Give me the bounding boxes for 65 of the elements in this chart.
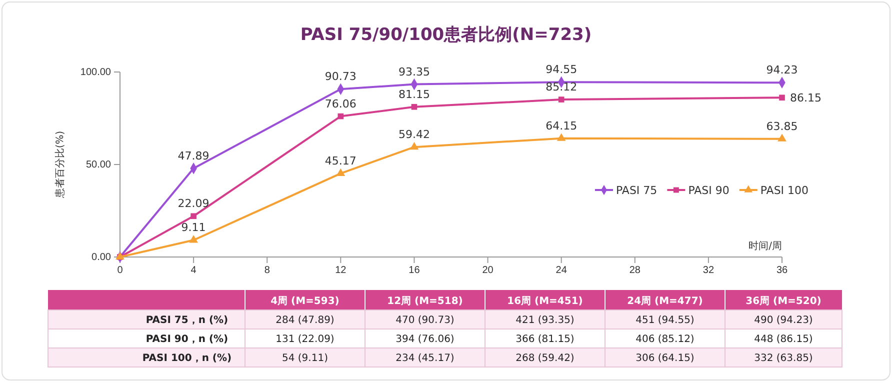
text: 234 (45.17) (396, 353, 454, 364)
data-label: 94.55 (546, 63, 578, 76)
text: 421 (93.35) (516, 315, 574, 326)
point (779, 94, 785, 101)
text: 470 (90.73) (396, 315, 454, 326)
y-tick-label: 100.00 (80, 67, 112, 78)
text: 490 (94.23) (754, 315, 813, 326)
x-tick-label: 8 (264, 265, 270, 276)
data-label: 64.15 (546, 119, 578, 132)
x-axis-title: 时间/周 (748, 240, 782, 252)
text: 268 (59.42) (516, 353, 574, 364)
data-label: 86.15 (790, 92, 822, 105)
data-label: 76.06 (324, 97, 356, 110)
text: PASI 100，n (%) (142, 353, 232, 364)
data-label: 93.35 (398, 65, 430, 78)
text: 24周 (M=477) (627, 295, 703, 307)
point (778, 134, 786, 142)
point (190, 213, 196, 220)
data-label: 47.89 (178, 149, 210, 162)
x-tick-label: 0 (117, 265, 124, 276)
text: 36周 (M=520) (746, 295, 822, 307)
x-tick-label: 24 (556, 265, 568, 276)
point (410, 142, 419, 150)
point (556, 133, 566, 141)
text: PASI 90，n (%) (146, 334, 228, 345)
text: 284 (47.89) (276, 315, 334, 326)
legend-label: PASI 75 (616, 184, 658, 197)
data-label: 59.42 (398, 128, 430, 142)
x-tick-label: 20 (482, 265, 494, 276)
data-label: 9.11 (181, 221, 206, 234)
text: 16周 (M=451) (507, 295, 583, 307)
data-label: 94.23 (766, 64, 798, 77)
point (558, 96, 564, 102)
text: 448 (86.15) (754, 334, 813, 345)
data-label: 90.73 (324, 70, 356, 84)
text: 394 (76.06) (396, 334, 454, 345)
text: 12周 (M=518) (387, 295, 463, 307)
text: PASI 75，n (%) (146, 315, 228, 326)
text: 4周 (M=593) (270, 295, 340, 307)
x-tick-label: 36 (776, 265, 788, 276)
y-tick-label: 0.00 (92, 252, 112, 264)
point (189, 235, 198, 243)
legend-label: PASI 100 (760, 184, 809, 197)
text: 306 (64.15) (636, 353, 694, 364)
x-tick-label: 16 (408, 265, 420, 276)
text: 451 (94.55) (636, 315, 694, 326)
x-tick-label: 4 (190, 265, 197, 276)
x-tick-label: 12 (335, 265, 347, 276)
chart-title: PASI 75/90/100患者比例(N=723) (300, 25, 592, 45)
text: 366 (81.15) (516, 334, 574, 345)
text: 54 (9.11) (282, 353, 328, 364)
legend-label: PASI 90 (688, 184, 730, 197)
data-label: 63.85 (766, 120, 798, 133)
data-label: 45.17 (324, 154, 356, 168)
text: 406 (85.12) (636, 334, 694, 345)
x-tick-label: 28 (629, 265, 641, 276)
text: 131 (22.09) (276, 334, 334, 345)
x-tick-label: 32 (702, 265, 714, 276)
point (411, 104, 418, 110)
data-label: 85.12 (546, 80, 578, 94)
data-label: 81.15 (398, 88, 430, 101)
y-tick-label: 50.00 (86, 160, 112, 171)
text: 332 (63.85) (754, 353, 813, 364)
y-axis-title: 患者百分比(%) (54, 130, 66, 200)
data-label: 22.09 (178, 197, 210, 210)
